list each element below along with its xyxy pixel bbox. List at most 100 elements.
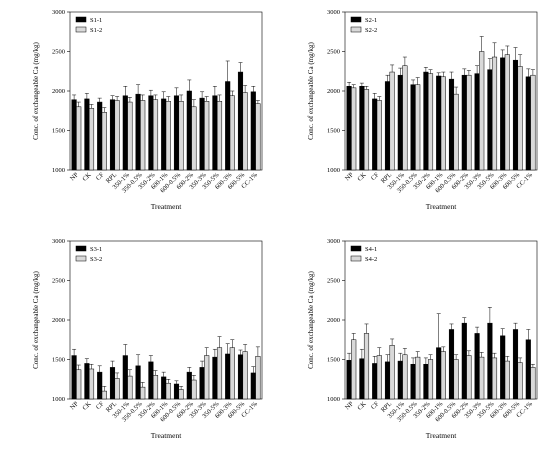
bar bbox=[109, 99, 116, 171]
x-tick-label: CF bbox=[95, 400, 106, 411]
legend-label: S4-1 bbox=[365, 246, 377, 253]
legend-label: S2-1 bbox=[365, 17, 377, 24]
y-tick-label: 1000 bbox=[327, 396, 340, 403]
bar bbox=[359, 86, 365, 171]
bar bbox=[173, 95, 180, 171]
legend-swatch bbox=[350, 255, 362, 262]
bar bbox=[212, 95, 218, 171]
x-tick-label: CK bbox=[356, 171, 368, 183]
legend-swatch bbox=[350, 245, 362, 252]
bar bbox=[530, 74, 536, 171]
y-axis-label: Conc. of exchangeable Ca (mg/kg) bbox=[307, 41, 315, 139]
bar bbox=[372, 363, 378, 400]
bar bbox=[376, 100, 382, 171]
bar bbox=[474, 333, 480, 400]
bar bbox=[237, 71, 244, 171]
bar bbox=[76, 106, 82, 171]
x-axis-label: Treatment bbox=[426, 431, 457, 440]
bar bbox=[101, 390, 107, 400]
x-axis-label: Treatment bbox=[426, 202, 457, 211]
legend-label: S1-1 bbox=[90, 17, 102, 24]
bar bbox=[173, 383, 180, 400]
bar bbox=[397, 360, 403, 400]
bar bbox=[84, 98, 90, 171]
bar bbox=[84, 363, 90, 400]
bar bbox=[212, 356, 218, 400]
bar bbox=[199, 97, 205, 171]
bar bbox=[440, 351, 446, 400]
y-tick-label: 3000 bbox=[327, 238, 340, 245]
y-tick-label: 1500 bbox=[327, 128, 340, 135]
y-axis-label: Conc. of exchangeable Ca (mg/kg) bbox=[32, 41, 40, 139]
panel: 1000 1500 2000 2500 3000 Conc. of exchangeabl… bbox=[307, 9, 538, 211]
bar bbox=[229, 347, 235, 400]
bar bbox=[491, 56, 498, 171]
bar bbox=[186, 371, 192, 400]
bar bbox=[122, 95, 128, 171]
legend-swatch bbox=[75, 255, 87, 262]
bar bbox=[122, 355, 128, 400]
bar bbox=[448, 78, 455, 171]
bar bbox=[148, 95, 154, 171]
bar bbox=[109, 367, 116, 400]
y-tick-label: 2500 bbox=[52, 278, 65, 285]
bar bbox=[242, 92, 248, 171]
bar bbox=[216, 347, 223, 400]
bar bbox=[346, 360, 352, 400]
bar bbox=[453, 359, 459, 400]
y-tick-label: 1000 bbox=[52, 396, 65, 403]
bar bbox=[474, 73, 480, 171]
bar bbox=[255, 103, 261, 171]
bar bbox=[466, 74, 472, 171]
bar bbox=[363, 89, 370, 171]
bar bbox=[479, 51, 485, 171]
bar bbox=[71, 355, 77, 400]
bar bbox=[423, 363, 429, 400]
bar bbox=[191, 379, 197, 400]
bar bbox=[165, 101, 171, 171]
bar bbox=[517, 66, 523, 171]
bar bbox=[479, 356, 485, 400]
y-tick-label: 3000 bbox=[327, 9, 340, 16]
bar bbox=[199, 367, 205, 400]
x-tick-label: NP bbox=[344, 400, 355, 411]
x-tick-label: CF bbox=[95, 171, 106, 182]
bar bbox=[148, 361, 154, 400]
y-tick-label: 2500 bbox=[52, 49, 65, 56]
bar bbox=[204, 355, 210, 400]
bar bbox=[114, 100, 120, 171]
x-tick-label: NP bbox=[344, 171, 355, 182]
bar bbox=[427, 73, 434, 171]
bar bbox=[178, 101, 184, 171]
bar bbox=[415, 356, 421, 400]
bar bbox=[242, 351, 248, 400]
bar bbox=[525, 76, 531, 171]
bar bbox=[410, 363, 416, 400]
bar bbox=[140, 100, 146, 171]
bar bbox=[372, 98, 378, 171]
legend-swatch bbox=[75, 245, 87, 252]
y-tick-label: 2000 bbox=[52, 317, 65, 324]
bar bbox=[88, 108, 95, 171]
bar bbox=[178, 389, 184, 400]
y-tick-label: 2000 bbox=[52, 88, 65, 95]
legend-label: S2-2 bbox=[365, 27, 377, 34]
bar bbox=[461, 322, 467, 400]
bar bbox=[229, 95, 235, 171]
bar bbox=[161, 98, 167, 171]
y-tick-label: 3000 bbox=[52, 9, 65, 16]
bar bbox=[255, 356, 261, 400]
bar bbox=[440, 76, 446, 171]
y-tick-label: 3000 bbox=[52, 238, 65, 245]
legend-swatch bbox=[350, 26, 362, 33]
bar bbox=[191, 106, 197, 171]
bar bbox=[389, 71, 395, 171]
bar bbox=[346, 86, 352, 171]
bar bbox=[250, 372, 256, 400]
bar bbox=[351, 339, 357, 400]
bar bbox=[402, 65, 408, 171]
bar bbox=[97, 371, 103, 400]
bar bbox=[363, 333, 370, 400]
bar bbox=[512, 329, 519, 400]
bar bbox=[135, 93, 141, 171]
